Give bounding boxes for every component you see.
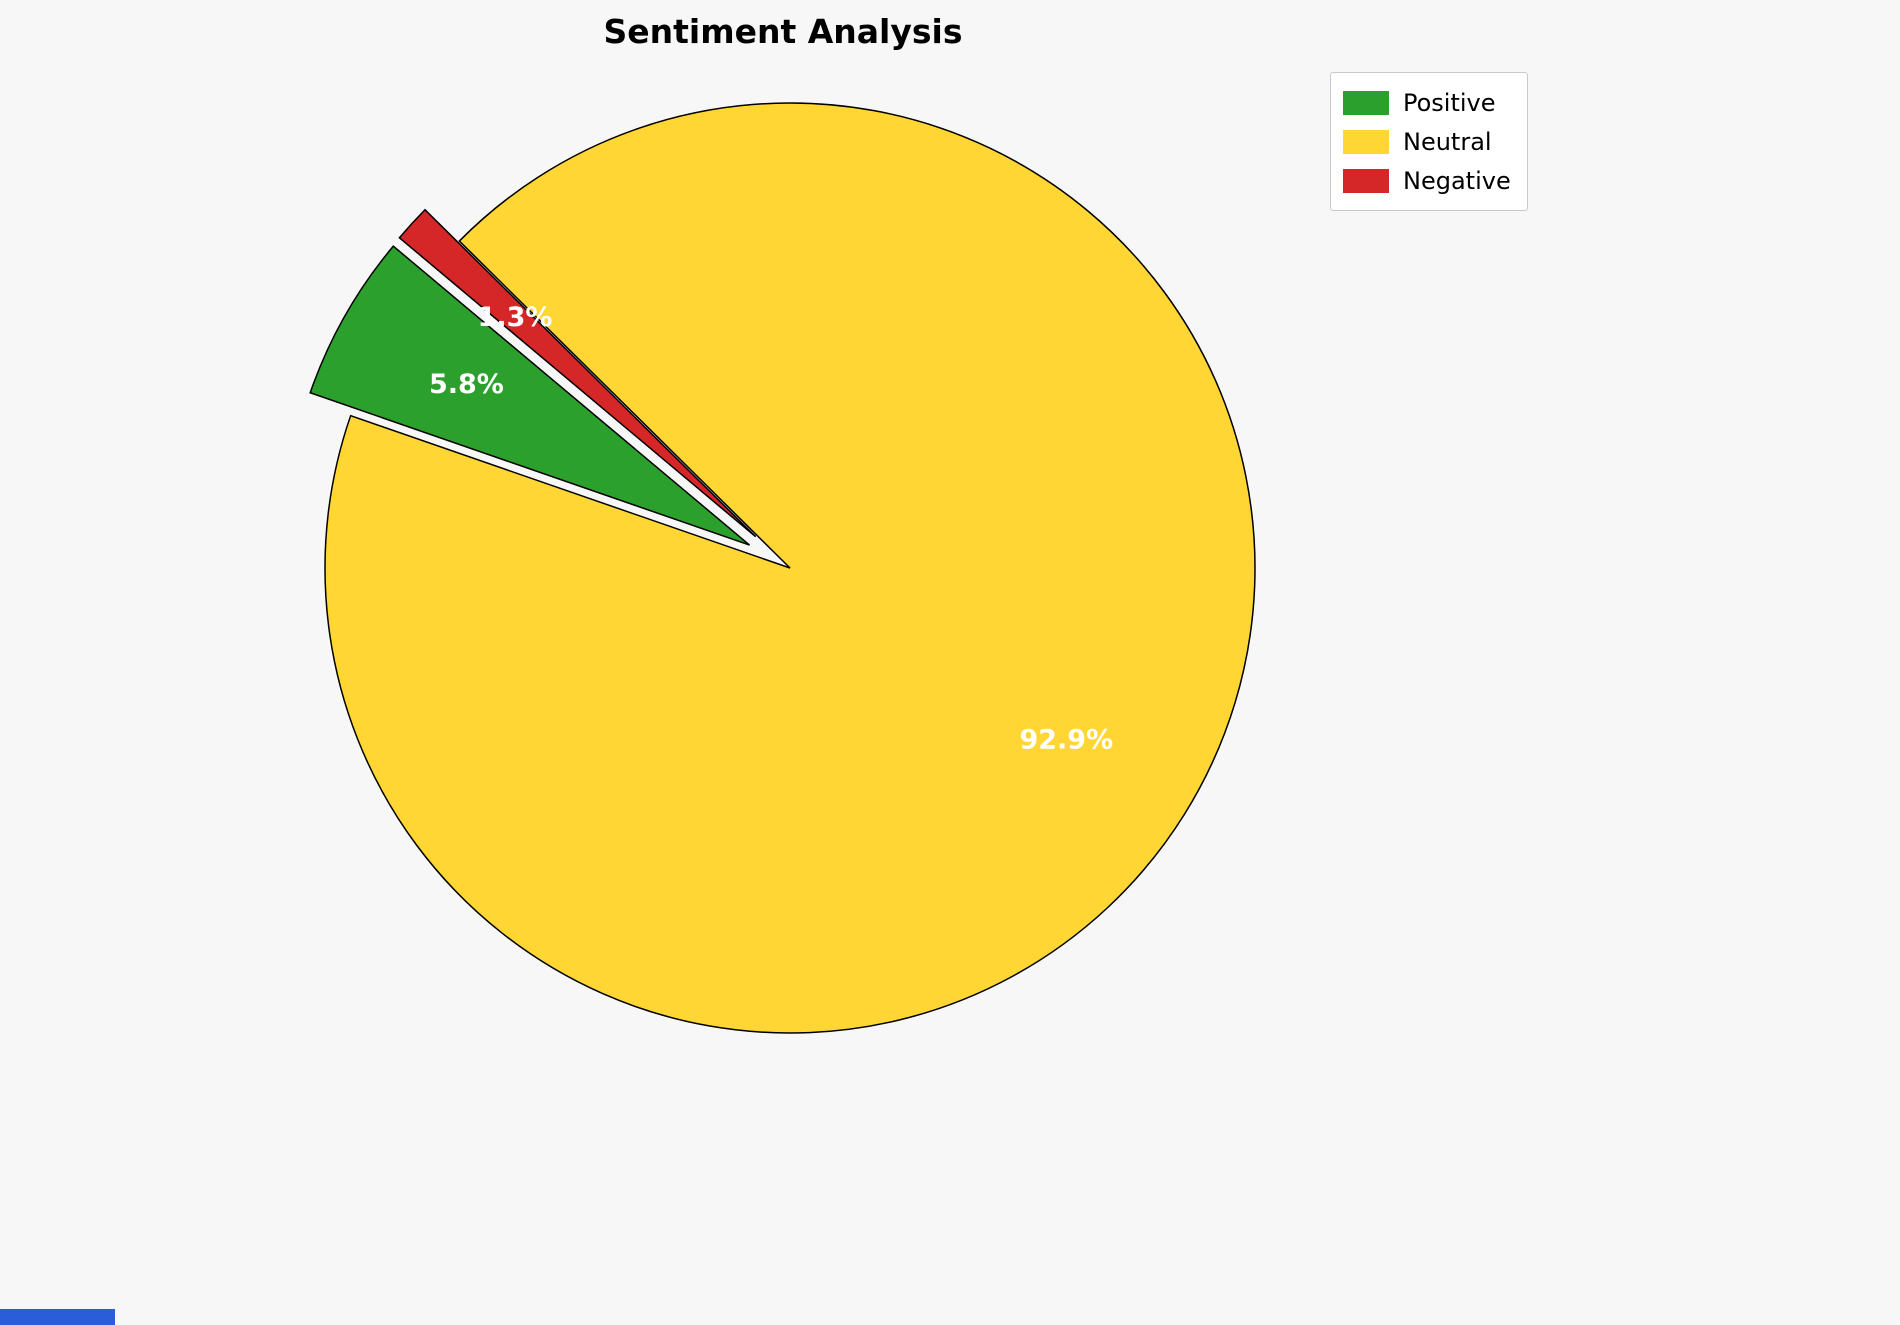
bottom-left-blue-strip [0,1309,115,1325]
legend-swatch-negative [1343,168,1389,193]
pie-slice-neutral [324,102,1256,1034]
legend-label-neutral: Neutral [1403,127,1492,156]
chart-title: Sentiment Analysis [603,12,963,51]
legend-item-neutral: Neutral [1343,122,1511,161]
pie-slice-negative [398,208,757,538]
pie-slice-positive [309,245,751,546]
legend-swatch-neutral [1343,129,1389,154]
pct-label-neutral: 92.9% [1019,725,1113,756]
legend: Positive Neutral Negative [1330,72,1528,211]
pct-label-positive: 5.8% [429,369,504,400]
legend-label-negative: Negative [1403,166,1511,195]
legend-label-positive: Positive [1403,88,1496,117]
legend-item-negative: Negative [1343,161,1511,200]
legend-item-positive: Positive [1343,83,1511,122]
pct-label-negative: 1.3% [478,302,553,333]
legend-swatch-positive [1343,90,1389,115]
